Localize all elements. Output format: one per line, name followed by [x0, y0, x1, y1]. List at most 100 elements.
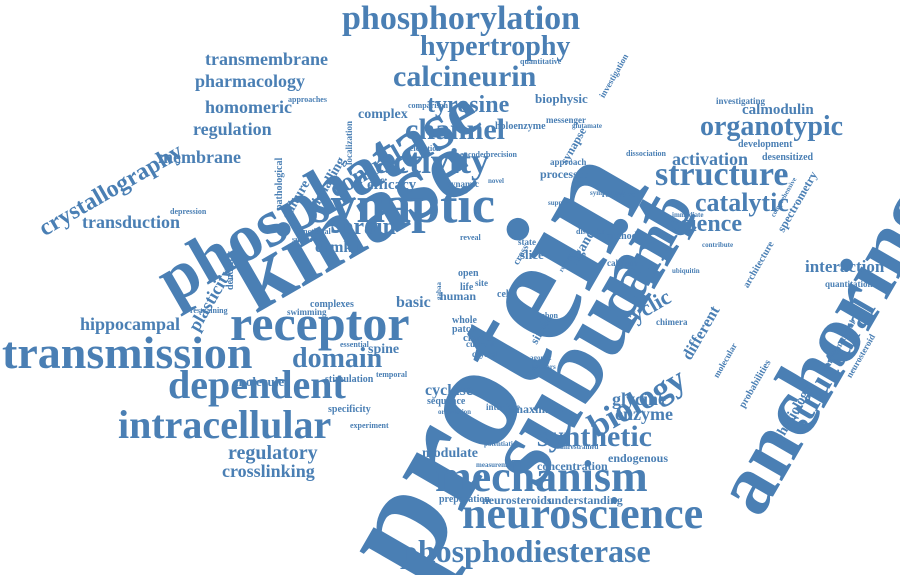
- word-hypertrophy: hypertrophy: [420, 31, 571, 62]
- word-current: current: [466, 339, 495, 349]
- word-neuroscience: neuroscience: [462, 489, 704, 538]
- word-membrane: membrane: [158, 147, 241, 167]
- word-contribute: contribute: [702, 241, 734, 249]
- word-quantitation: quantitation: [825, 279, 873, 289]
- word-gabaars: gabaars: [532, 363, 556, 371]
- word-dissociation: dissociation: [626, 149, 667, 158]
- word-preparation: preparation: [439, 494, 490, 505]
- word-restraining: restraining: [190, 306, 228, 315]
- word-approaches: approaches: [288, 95, 327, 104]
- word-desensitized: desensitized: [762, 152, 814, 163]
- word-open: open: [458, 268, 479, 279]
- word-whole: whole: [452, 315, 477, 326]
- word-glycine: glycine: [612, 389, 666, 409]
- word-regulatory: regulatory: [228, 442, 318, 464]
- word-approach: approach: [550, 157, 587, 167]
- word-slice: slice: [520, 247, 544, 262]
- word-spine: spine: [368, 342, 400, 357]
- word-intracellular: intracellular: [118, 402, 332, 447]
- word-phosphorylation: phosphorylation: [342, 0, 581, 37]
- word-tyrosine: tyrosine: [427, 92, 510, 118]
- word-understanding: understanding: [548, 493, 623, 507]
- word-crystal: crystal: [472, 349, 498, 359]
- word-immediate: immediate: [672, 211, 704, 219]
- word-unrestrained: unrestrained: [560, 443, 599, 451]
- word-support: support: [548, 199, 572, 207]
- word-channel: channel: [405, 113, 506, 146]
- word-agonist: agonist: [530, 354, 552, 362]
- word-dendritic: dendritic: [225, 251, 236, 290]
- word-processes: processes: [540, 167, 588, 181]
- word-interaction: interaction: [805, 257, 885, 276]
- word-clamp: clamp: [463, 332, 492, 344]
- word-catalytic: catalytic: [695, 188, 789, 217]
- word-novel: novel: [488, 177, 504, 185]
- word-functional: functional: [296, 227, 331, 236]
- word-reveal: reveal: [460, 233, 481, 242]
- word-phosphodiesterase: phosphodiesterase: [400, 533, 651, 569]
- word-patch: patch: [452, 324, 476, 335]
- word-quantitative: quantitative: [520, 57, 562, 66]
- word-stimulation: stimulation: [325, 374, 374, 385]
- word-swimming: swimming: [287, 307, 327, 317]
- word-transduction: transduction: [82, 212, 181, 232]
- word-molecule: molecule: [235, 374, 285, 389]
- word-measurement: measurement: [476, 461, 517, 469]
- word-human: human: [440, 289, 477, 303]
- word-transmission: transmission: [2, 327, 253, 378]
- word-cyclase: cyclase: [425, 382, 473, 399]
- word-organotypic: organotypic: [700, 111, 844, 142]
- word-hippocampal: hippocampal: [80, 314, 181, 334]
- word-holoenzyme: holoenzyme: [495, 121, 546, 132]
- word-mechanism: mechanism: [435, 452, 648, 501]
- word-sequence: sequence: [427, 396, 466, 407]
- word-life: life: [460, 282, 474, 293]
- word-development: development: [738, 139, 793, 150]
- word-activity: activity: [375, 141, 489, 181]
- word-crosslinking: crosslinking: [222, 461, 315, 481]
- word-maximum: maximum: [513, 402, 565, 416]
- word-complexes: complexes: [310, 299, 354, 310]
- word-enzyme: enzyme: [615, 404, 673, 424]
- word-biophysic: biophysic: [535, 91, 588, 106]
- word-encoded: encoded: [460, 150, 488, 159]
- word-molecular: molecular: [711, 341, 740, 380]
- word-elevation: elevation: [410, 144, 441, 153]
- word-modulate: modulate: [422, 446, 478, 461]
- word-potentiation: potentiation: [484, 440, 521, 448]
- word-temporal: temporal: [376, 370, 408, 379]
- word-concentration: concentration: [537, 459, 608, 473]
- word-regulation: regulation: [193, 119, 272, 139]
- word-calcineurin: calcineurin: [393, 60, 537, 93]
- word-experiment: experiment: [350, 421, 389, 430]
- word-essential: essential: [340, 340, 369, 349]
- word-cell: cell: [497, 289, 512, 300]
- word-dynamic: dynamic: [446, 179, 480, 189]
- word-method: method: [605, 231, 638, 242]
- word-state: state: [518, 237, 536, 247]
- word-complex: complex: [358, 107, 408, 122]
- word-recapture: recapture: [602, 190, 636, 199]
- word-science: science: [670, 211, 742, 237]
- word-site: site: [475, 278, 488, 288]
- word-messenger: messenger: [546, 115, 586, 125]
- word-camkii: camkii: [315, 239, 362, 256]
- word-structure: structure: [655, 156, 789, 193]
- word-depression: depression: [170, 207, 207, 216]
- word-domain: domain: [292, 343, 383, 374]
- word-architecture: architecture: [741, 239, 777, 290]
- word-different: different: [679, 303, 724, 363]
- word-localization: localization: [344, 121, 354, 165]
- word-precision: precision: [486, 150, 517, 159]
- word-investigating: investigating: [716, 96, 766, 106]
- word-efficacy: efficacy: [367, 177, 417, 193]
- word-basic: basic: [396, 294, 431, 311]
- word-calmodulin: calmodulin: [742, 102, 814, 118]
- word-substrate: substrate: [292, 235, 324, 244]
- word-receptor: receptor: [230, 295, 410, 351]
- word-endogenous: endogenous: [608, 451, 669, 465]
- word-gabon: gabon: [537, 311, 558, 320]
- word-brain: brain: [340, 214, 397, 240]
- word-transmembrane: transmembrane: [205, 49, 328, 69]
